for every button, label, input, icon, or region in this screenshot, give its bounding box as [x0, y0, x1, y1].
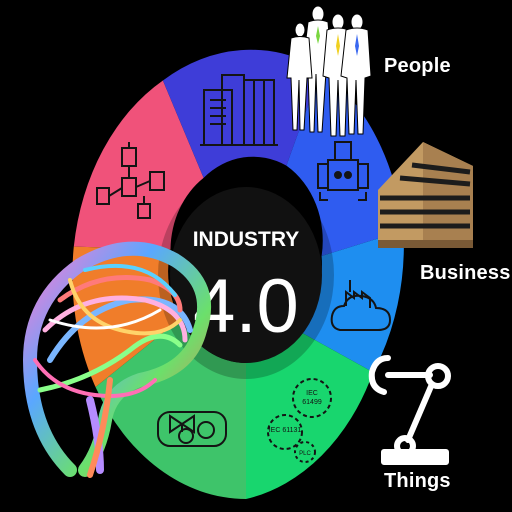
brain-icon	[22, 241, 212, 478]
motor-valve-icon	[157, 411, 227, 447]
gears-icon: IEC 61131 IEC 61499 PLC	[267, 378, 332, 463]
tie-accents	[316, 26, 359, 56]
gear-label-plc: PLC	[299, 451, 311, 457]
people-icon	[286, 5, 372, 137]
segment-motor	[95, 319, 246, 499]
things-label: Things	[384, 470, 451, 492]
cloud-factory-icon	[330, 280, 392, 331]
gear-label-iec61131: IEC 61131	[269, 427, 302, 434]
center-title: INDUSTRY	[193, 228, 300, 251]
robot-arm-icon	[368, 355, 451, 465]
gear-label-iec: IEC	[306, 390, 318, 397]
robot-vehicle-icon	[317, 141, 369, 201]
circuit-icon	[96, 142, 165, 219]
segment-cloud	[296, 230, 404, 373]
gear-label-61499: 61499	[302, 399, 322, 406]
business-label: Business	[420, 262, 511, 284]
people-label: People	[384, 55, 451, 77]
server-rack-icon	[200, 74, 278, 146]
segment-automation	[73, 80, 204, 250]
building-icon	[378, 142, 473, 248]
segment-standards	[246, 330, 374, 499]
segment-robotics	[286, 68, 404, 257]
